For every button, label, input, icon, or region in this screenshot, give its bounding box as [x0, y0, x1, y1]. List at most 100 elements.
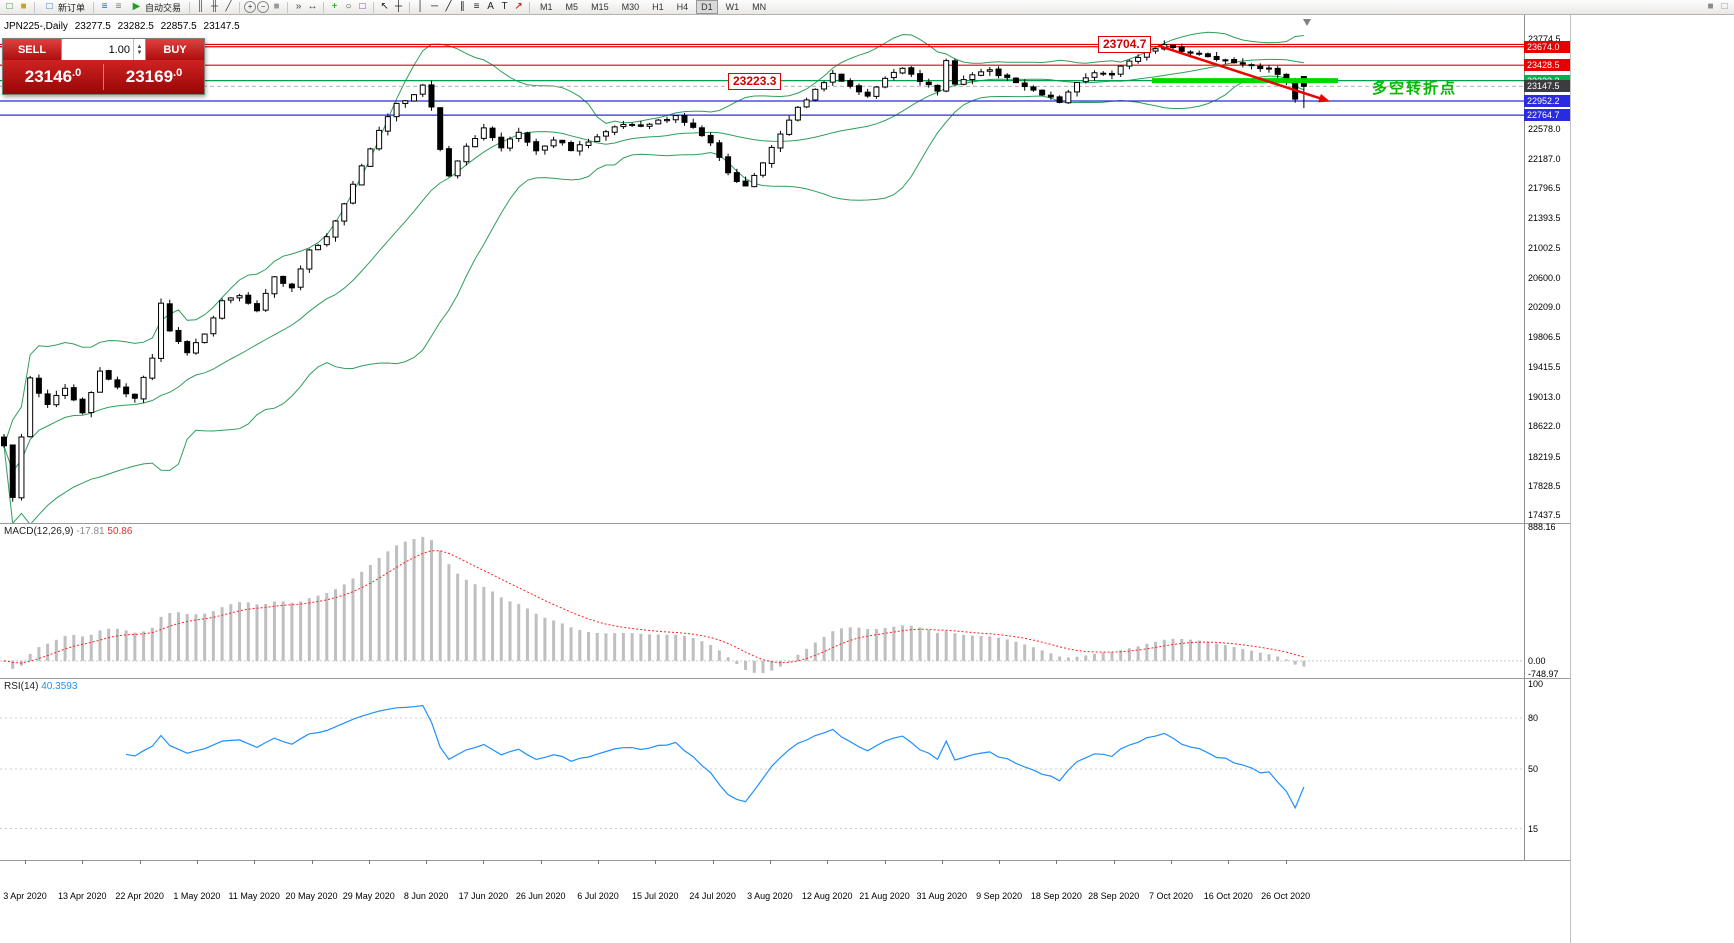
zoom-in-icon[interactable]: + — [244, 1, 257, 13]
price-axis-tag: 22952.2 — [1524, 95, 1570, 107]
rsi-axis-label: 50 — [1528, 764, 1539, 774]
price-int: 23146 — [24, 67, 73, 86]
time-axis-tick — [311, 860, 313, 864]
fibonacci-icon[interactable]: ≡ — [473, 1, 480, 12]
timeframe-w1-button[interactable]: W1 — [725, 2, 740, 12]
toolbar-separator — [34, 1, 35, 13]
channel-icon[interactable]: ∥ — [460, 1, 466, 12]
sell-button[interactable]: SELL — [3, 39, 61, 60]
time-axis-tick — [827, 860, 829, 864]
time-axis-tick — [540, 860, 542, 864]
price-axis-label: 17828.5 — [1528, 481, 1561, 492]
autotrading-icon: ▶ — [132, 1, 141, 12]
sell-price[interactable]: 23146.0 — [3, 67, 103, 87]
tile-windows-icon[interactable]: ■ — [273, 1, 280, 12]
timeframe-m15-button[interactable]: M15 — [591, 2, 609, 12]
date-label: 26 Jun 2020 — [515, 891, 566, 901]
price-frac: .0 — [72, 67, 82, 79]
cursor-icon[interactable]: ↖ — [380, 1, 389, 12]
macd-name: MACD(12,26,9) — [4, 526, 74, 537]
rsi-axis-label: 15 — [1528, 823, 1539, 834]
spinner-up-icon[interactable]: ▲ — [136, 43, 143, 50]
turning-point-label[interactable]: 多空转折点 — [1372, 80, 1458, 98]
symbol-period-label: JPN225-,Daily — [4, 21, 68, 32]
zoom-out-icon[interactable]: − — [257, 1, 270, 13]
low-value: 22857.5 — [160, 21, 197, 32]
price-label-23223[interactable]: 23223.3 — [728, 72, 782, 90]
new-order-button[interactable]: □ 新订单 — [39, 1, 89, 14]
data-window-icon[interactable]: ≡ — [115, 1, 122, 12]
candlestick-chart-icon[interactable]: ╫ — [210, 1, 219, 12]
timeframe-m5-button[interactable]: M5 — [565, 2, 579, 12]
price-axis-label: 19013.0 — [1528, 392, 1561, 403]
price-frac: .0 — [173, 67, 183, 79]
periods-icon[interactable]: ○ — [345, 1, 352, 12]
arrows-icon[interactable]: ↗ — [514, 1, 523, 12]
market-watch-icon[interactable]: ≡ — [101, 1, 108, 12]
timeframe-d1-button[interactable]: D1 — [696, 0, 718, 14]
new-order-button-label: 新订单 — [58, 2, 86, 13]
time-axis-tick — [1228, 860, 1230, 864]
price-axis-label: 19415.5 — [1528, 361, 1561, 372]
new-chart-icon[interactable]: □ — [6, 1, 13, 12]
rsi-axis-label: 100 — [1528, 679, 1544, 689]
macd-panel[interactable] — [0, 523, 1524, 678]
auto-scroll-icon[interactable]: » — [295, 1, 302, 12]
time-axis-tick — [25, 860, 26, 864]
date-label: 15 Jul 2020 — [632, 891, 679, 901]
time-axis-tick — [884, 860, 886, 864]
time-axis-tick — [368, 860, 370, 864]
toolbar-separator — [373, 1, 375, 13]
date-label: 17 Jun 2020 — [458, 891, 509, 901]
price-chart[interactable] — [0, 15, 1524, 523]
indicators-icon[interactable]: + — [331, 1, 338, 12]
price-axis[interactable]: 23774.5 22578.0 22187.0 21796.5 21393.5 21002… — [1524, 15, 1570, 860]
crosshair-icon[interactable]: ┼ — [394, 1, 403, 12]
chart-shift-icon[interactable]: ↔ — [307, 1, 318, 12]
open-value: 23277.5 — [74, 21, 111, 32]
time-axis-tick — [483, 860, 485, 864]
rsi-value: 40.3593 — [41, 681, 78, 692]
timeframe-h1-button[interactable]: H1 — [652, 2, 664, 12]
panel-splitter[interactable] — [0, 523, 1570, 524]
buy-price[interactable]: 23169.0 — [104, 67, 204, 87]
text-icon[interactable]: A — [487, 1, 494, 12]
timeframe-m30-button[interactable]: M30 — [621, 2, 640, 12]
rsi-indicator-title: RSI(14) 40.3593 — [4, 681, 77, 692]
print-preview-icon[interactable]: □ — [1721, 1, 1728, 12]
price-axis-label: 19806.5 — [1528, 332, 1561, 343]
timeframe-h4-button[interactable]: H4 — [676, 2, 689, 12]
panel-splitter[interactable] — [0, 678, 1570, 679]
toolbar-separator — [529, 1, 531, 13]
line-chart-icon[interactable]: ╱ — [225, 1, 232, 12]
price-axis-tag: 23428.5 — [1524, 59, 1570, 72]
rsi-panel[interactable] — [0, 678, 1524, 860]
text-label-icon[interactable]: T — [501, 1, 508, 12]
timeframe-m1-button[interactable]: M1 — [540, 2, 553, 12]
spinner-down-icon[interactable]: ▼ — [136, 49, 143, 56]
price-axis-label: 17437.5 — [1528, 510, 1561, 521]
vertical-line-icon[interactable]: │ — [417, 1, 424, 12]
price-axis-border — [1524, 15, 1525, 860]
trendline-icon[interactable]: ╱ — [445, 1, 452, 12]
volume-value[interactable]: 1.00 — [108, 43, 130, 56]
print-icon[interactable]: ■ — [1707, 1, 1714, 12]
profiles-icon[interactable]: ■ — [20, 1, 27, 12]
templates-icon[interactable]: □ — [359, 1, 366, 12]
price-label-23704[interactable]: 23704.7 — [1098, 36, 1152, 54]
date-label: 18 Sep 2020 — [1030, 891, 1082, 901]
chart-ohlc-title: JPN225-,Daily 23277.5 23282.5 22857.5 23… — [4, 21, 244, 32]
buy-button[interactable]: BUY — [146, 39, 204, 60]
time-axis-tick — [598, 860, 599, 864]
bar-chart-icon[interactable]: ║ — [196, 1, 205, 12]
one-click-trade-panel: SELL 1.00 ▲ ▼ BUY 23146.0 23169.0 — [2, 38, 205, 95]
autotrading-button[interactable]: ▶ 自动交易 — [126, 1, 185, 14]
volume-spinner[interactable]: ▲ ▼ — [133, 39, 145, 60]
time-axis[interactable]: 3 Apr 2020 13 Apr 2020 22 Apr 2020 1 May 20… — [0, 860, 1570, 943]
volume-field[interactable]: 1.00 ▲ ▼ — [61, 39, 146, 60]
horizontal-line-icon[interactable]: ─ — [430, 1, 439, 12]
time-axis-tick — [999, 860, 1001, 864]
timeframe-mn-button[interactable]: MN — [752, 2, 767, 12]
macd-main-value: -17.81 — [76, 526, 105, 537]
close-value: 23147.5 — [203, 21, 240, 32]
